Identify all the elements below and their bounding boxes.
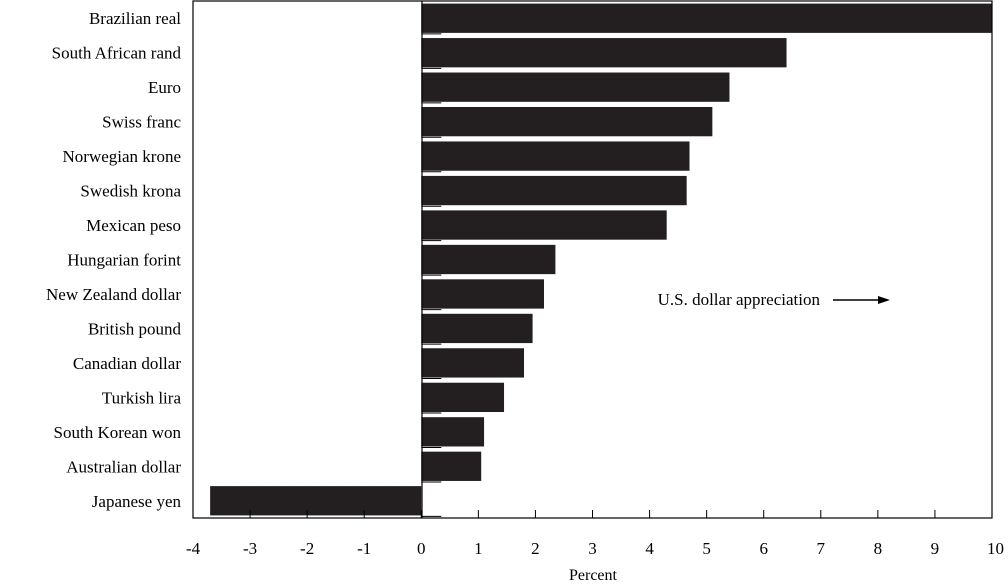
x-axis: -4 -3 -2 -1 0 1 2 3 4 5 6 7 8 9 10 bbox=[186, 510, 1004, 558]
category-label: Japanese yen bbox=[92, 492, 182, 511]
x-tick-label: 4 bbox=[645, 539, 654, 558]
bar bbox=[421, 175, 687, 206]
category-label: Turkish lira bbox=[102, 388, 182, 407]
x-tick-label: 10 bbox=[987, 539, 1004, 558]
annotation: U.S. dollar appreciation bbox=[658, 290, 890, 309]
bar bbox=[421, 451, 482, 481]
x-tick-label: -1 bbox=[357, 539, 371, 558]
annotation-text: U.S. dollar appreciation bbox=[658, 290, 821, 309]
bar bbox=[421, 210, 667, 240]
category-label: Swedish krona bbox=[80, 182, 181, 201]
x-tick-label: 1 bbox=[474, 539, 483, 558]
x-tick-label: -3 bbox=[243, 539, 257, 558]
x-tick-label: 3 bbox=[588, 539, 597, 558]
x-tick-label: -4 bbox=[186, 539, 201, 558]
bars-layer bbox=[210, 3, 992, 517]
bar bbox=[421, 279, 544, 309]
x-tick-label: 7 bbox=[817, 539, 826, 558]
category-label: Swiss franc bbox=[102, 113, 181, 132]
bar bbox=[421, 3, 992, 33]
x-tick-label: 5 bbox=[702, 539, 711, 558]
category-label: Canadian dollar bbox=[73, 354, 181, 373]
category-label: Norwegian krone bbox=[63, 147, 182, 166]
x-tick-label: 8 bbox=[874, 539, 883, 558]
x-tick-label: 0 bbox=[417, 539, 426, 558]
category-label: South African rand bbox=[52, 44, 182, 63]
category-label: Australian dollar bbox=[66, 457, 181, 476]
bar bbox=[421, 313, 533, 344]
bar bbox=[210, 486, 422, 516]
category-labels: Brazilian real South African rand Euro Swis… bbox=[46, 9, 182, 511]
x-tick-label: 9 bbox=[931, 539, 940, 558]
category-label: Hungarian forint bbox=[67, 251, 181, 270]
x-tick-label: -2 bbox=[300, 539, 314, 558]
bar bbox=[421, 72, 730, 102]
bar bbox=[421, 244, 556, 275]
bar bbox=[421, 38, 787, 68]
bar bbox=[421, 348, 525, 378]
category-label: New Zealand dollar bbox=[46, 285, 181, 304]
bar bbox=[421, 382, 505, 413]
x-tick-label: 2 bbox=[531, 539, 540, 558]
bar bbox=[421, 417, 485, 447]
category-label: Euro bbox=[148, 78, 181, 97]
category-label: Brazilian real bbox=[89, 9, 181, 28]
x-tick-label: 6 bbox=[759, 539, 768, 558]
annotation-arrow-icon bbox=[878, 296, 890, 304]
bar bbox=[421, 141, 690, 171]
category-label: Mexican peso bbox=[86, 216, 181, 235]
plot-frame bbox=[192, 0, 993, 519]
bar bbox=[421, 106, 713, 137]
category-label: South Korean won bbox=[54, 423, 182, 442]
x-axis-title: Percent bbox=[569, 567, 618, 584]
category-label: British pound bbox=[88, 319, 182, 338]
